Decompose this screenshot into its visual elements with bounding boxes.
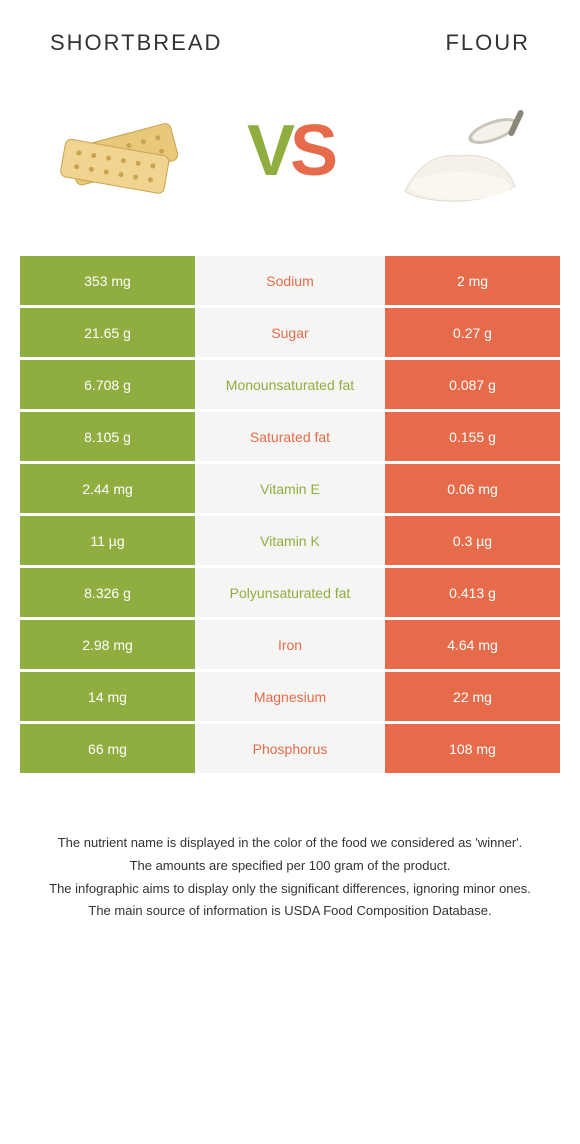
value-left: 66 mg — [20, 724, 195, 773]
value-left: 21.65 g — [20, 308, 195, 357]
value-right: 0.087 g — [385, 360, 560, 409]
nutrient-name: Sodium — [195, 256, 385, 305]
table-row: 353 mgSodium2 mg — [20, 256, 560, 305]
footer-line-1: The nutrient name is displayed in the co… — [40, 833, 540, 854]
value-right: 0.06 mg — [385, 464, 560, 513]
vs-v: V — [247, 111, 290, 191]
value-left: 8.326 g — [20, 568, 195, 617]
hero-row: VS — [20, 76, 560, 246]
nutrient-name: Monounsaturated fat — [195, 360, 385, 409]
value-right: 0.413 g — [385, 568, 560, 617]
nutrient-name: Iron — [195, 620, 385, 669]
value-left: 11 µg — [20, 516, 195, 565]
vs-label: VS — [247, 110, 333, 192]
nutrient-name: Phosphorus — [195, 724, 385, 773]
value-right: 0.3 µg — [385, 516, 560, 565]
title-left: SHORTBREAD — [50, 30, 222, 56]
value-right: 4.64 mg — [385, 620, 560, 669]
table-row: 11 µgVitamin K0.3 µg — [20, 516, 560, 565]
vs-s: S — [290, 111, 333, 191]
value-right: 108 mg — [385, 724, 560, 773]
footer-line-2: The amounts are specified per 100 gram o… — [40, 856, 540, 877]
table-row: 8.105 gSaturated fat0.155 g — [20, 412, 560, 461]
nutrient-name: Vitamin E — [195, 464, 385, 513]
value-right: 2 mg — [385, 256, 560, 305]
nutrient-name: Sugar — [195, 308, 385, 357]
flour-icon — [380, 86, 540, 216]
table-row: 66 mgPhosphorus108 mg — [20, 724, 560, 773]
value-right: 0.155 g — [385, 412, 560, 461]
nutrient-name: Saturated fat — [195, 412, 385, 461]
footer-line-3: The infographic aims to display only the… — [40, 879, 540, 900]
footer-notes: The nutrient name is displayed in the co… — [20, 803, 560, 922]
value-left: 8.105 g — [20, 412, 195, 461]
comparison-table: 353 mgSodium2 mg21.65 gSugar0.27 g6.708 … — [20, 256, 560, 773]
value-left: 2.98 mg — [20, 620, 195, 669]
value-right: 22 mg — [385, 672, 560, 721]
shortbread-icon — [40, 86, 200, 216]
value-left: 353 mg — [20, 256, 195, 305]
value-left: 14 mg — [20, 672, 195, 721]
value-left: 2.44 mg — [20, 464, 195, 513]
table-row: 14 mgMagnesium22 mg — [20, 672, 560, 721]
table-row: 21.65 gSugar0.27 g — [20, 308, 560, 357]
nutrient-name: Vitamin K — [195, 516, 385, 565]
table-row: 2.98 mgIron4.64 mg — [20, 620, 560, 669]
table-row: 6.708 gMonounsaturated fat0.087 g — [20, 360, 560, 409]
footer-line-4: The main source of information is USDA F… — [40, 901, 540, 922]
value-left: 6.708 g — [20, 360, 195, 409]
nutrient-name: Polyunsaturated fat — [195, 568, 385, 617]
title-right: FLOUR — [445, 30, 530, 56]
header-titles: SHORTBREAD FLOUR — [20, 20, 560, 76]
value-right: 0.27 g — [385, 308, 560, 357]
nutrient-name: Magnesium — [195, 672, 385, 721]
table-row: 2.44 mgVitamin E0.06 mg — [20, 464, 560, 513]
table-row: 8.326 gPolyunsaturated fat0.413 g — [20, 568, 560, 617]
